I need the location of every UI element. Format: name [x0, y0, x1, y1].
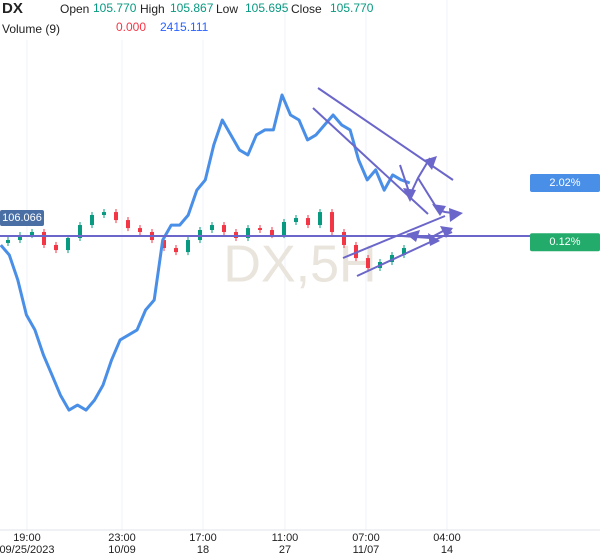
- candle-body: [282, 221, 287, 236]
- value-label: 2.02%: [549, 177, 580, 189]
- change-label-box: [530, 233, 600, 252]
- candle-body: [354, 244, 359, 259]
- candle-body: [6, 240, 11, 243]
- header: DX Open 105.770 High 105.867 Low 105.695 Close 1…: [0, 0, 374, 40]
- field-name: Close: [291, 2, 322, 16]
- x-tick-date: 14: [441, 544, 453, 556]
- plot: [0, 93, 411, 412]
- value-label-box: [530, 173, 600, 192]
- x-tick-date: 18: [197, 544, 209, 556]
- candle-body: [102, 212, 107, 215]
- arrow-head: [440, 226, 453, 238]
- arrow-head: [432, 204, 446, 216]
- price-label: 106.066: [2, 212, 42, 224]
- candle-body: [126, 220, 131, 229]
- watermark: DX,5H: [223, 236, 376, 294]
- candle-body: [30, 232, 35, 236]
- price-labels: 2.02% 0.12% 106.066: [0, 173, 600, 252]
- header-bg: [0, 0, 270, 40]
- candle-body: [366, 258, 371, 268]
- candle-body: [258, 228, 263, 230]
- arrow: [399, 157, 431, 198]
- candle-body: [330, 212, 335, 233]
- arrow-head: [424, 156, 437, 170]
- arrow-head: [428, 233, 440, 246]
- annotations: [0, 87, 530, 277]
- candle-body: [306, 218, 311, 226]
- grid: [26, 0, 448, 530]
- field-value: 105.770: [330, 1, 374, 15]
- candle-body: [222, 225, 227, 233]
- change-label: 0.12%: [549, 236, 580, 248]
- x-tick-date: 11/07: [353, 544, 380, 556]
- field-value: 105.770: [93, 1, 137, 15]
- candle-body: [246, 228, 251, 238]
- field-value: 105.867: [170, 1, 214, 15]
- candle-body: [18, 235, 23, 241]
- trend-line: [342, 215, 446, 259]
- arrow-head: [449, 208, 463, 222]
- candle-body: [138, 228, 143, 233]
- x-tick-label: 07:00: [352, 532, 380, 544]
- x-tick-date: 10/09: [108, 544, 136, 556]
- x-tick-label: 11:00: [272, 532, 299, 544]
- x-tick-label: 17:00: [189, 532, 217, 544]
- arrow-head: [403, 188, 416, 202]
- field-name: Low: [216, 2, 238, 16]
- candle-body: [54, 244, 59, 251]
- volume-value: 0.000: [116, 20, 146, 34]
- candle-body: [402, 248, 407, 256]
- candle-body: [66, 237, 71, 251]
- candle-body: [90, 214, 95, 226]
- candle-body: [294, 218, 299, 222]
- candle-body: [210, 225, 215, 230]
- price-label-box: [0, 210, 44, 227]
- candle-body: [186, 240, 191, 253]
- x-tick-date: 09/25/2023: [0, 544, 54, 556]
- field-value: 105.695: [245, 1, 289, 15]
- candle-body: [318, 212, 323, 226]
- candle-body: [78, 225, 83, 238]
- candle-body: [390, 255, 395, 263]
- field-name: High: [140, 2, 165, 16]
- arrow-head: [406, 230, 420, 242]
- field-name: Open: [60, 2, 89, 16]
- x-tick-label: 23:00: [108, 532, 136, 544]
- volume-value: 2415.111: [160, 20, 209, 34]
- candle-body: [342, 232, 347, 245]
- volume-name: Volume (9): [2, 22, 60, 36]
- x-tick-label: 19:00: [13, 532, 41, 544]
- candle-body: [270, 229, 275, 236]
- x-tick-date: 27: [279, 544, 291, 556]
- candle-body: [174, 248, 179, 253]
- line-series: [0, 93, 411, 412]
- x-tick-label: 04:00: [433, 532, 461, 544]
- symbol: DX: [2, 0, 23, 17]
- candle-body: [162, 240, 167, 249]
- candle-body: [114, 212, 119, 221]
- candle-body: [42, 232, 47, 245]
